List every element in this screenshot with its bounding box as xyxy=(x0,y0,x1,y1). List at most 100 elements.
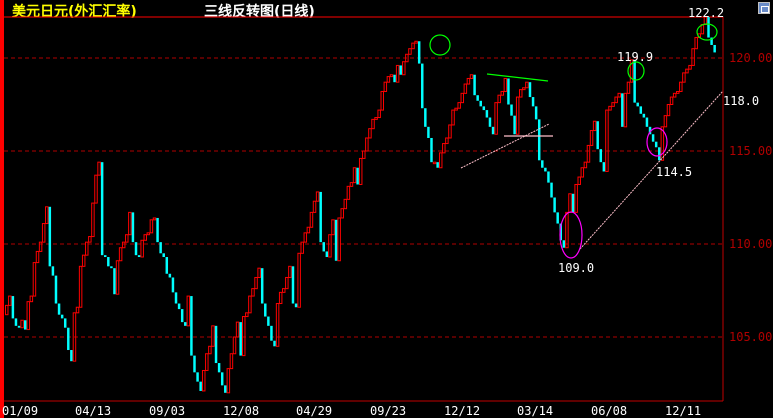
up-brick xyxy=(300,241,304,254)
up-brick xyxy=(589,130,594,146)
down-brick xyxy=(70,350,73,362)
down-brick xyxy=(513,115,516,135)
up-brick xyxy=(503,77,508,92)
down-brick xyxy=(17,325,21,328)
down-brick xyxy=(427,126,430,138)
down-brick xyxy=(531,97,535,107)
down-brick xyxy=(485,110,489,118)
down-brick xyxy=(54,275,58,304)
down-brick xyxy=(159,242,162,254)
up-brick xyxy=(149,219,154,234)
up-brick xyxy=(442,143,446,154)
left-border-bar xyxy=(0,0,4,418)
up-brick xyxy=(81,254,86,267)
restore-window-icon[interactable] xyxy=(758,2,770,14)
up-brick xyxy=(128,211,132,236)
up-brick xyxy=(226,368,231,394)
down-brick xyxy=(319,191,322,243)
down-brick xyxy=(488,117,492,127)
up-brick xyxy=(494,102,498,135)
up-brick xyxy=(577,176,581,185)
down-brick xyxy=(356,167,359,185)
up-brick xyxy=(688,64,692,70)
up-brick xyxy=(340,208,344,219)
up-brick xyxy=(232,336,237,355)
down-brick xyxy=(168,273,172,278)
x-tick-label: 04/29 xyxy=(296,404,332,418)
up-brick xyxy=(411,42,415,50)
down-brick xyxy=(270,325,273,341)
down-brick xyxy=(57,303,61,315)
up-brick xyxy=(386,76,391,83)
up-brick xyxy=(515,96,520,135)
up-brick xyxy=(278,291,283,305)
up-brick xyxy=(358,157,363,185)
up-brick xyxy=(669,96,674,105)
down-brick xyxy=(621,93,624,127)
down-brick xyxy=(417,41,421,64)
down-brick xyxy=(645,117,649,127)
annotation-low-109: 109.0 xyxy=(558,261,594,275)
up-brick xyxy=(35,250,40,264)
up-brick xyxy=(466,77,471,85)
down-brick xyxy=(642,113,646,118)
annotation-low-114: 114.5 xyxy=(656,165,692,179)
up-brick xyxy=(377,109,381,119)
up-brick xyxy=(235,321,240,338)
up-brick xyxy=(26,301,31,331)
up-brick xyxy=(611,102,615,107)
down-brick xyxy=(190,296,193,356)
up-brick xyxy=(675,90,680,94)
up-brick xyxy=(282,288,286,293)
x-tick-label: 12/12 xyxy=(444,404,480,418)
down-brick xyxy=(196,372,199,382)
annotation-trend-118: 118.0 xyxy=(723,94,759,108)
up-brick xyxy=(691,48,695,66)
up-brick xyxy=(525,81,529,89)
y-tick-label: 110.00 xyxy=(729,237,772,251)
up-brick xyxy=(469,74,474,79)
down-brick xyxy=(100,162,104,256)
up-brick xyxy=(211,325,215,347)
up-brick xyxy=(306,226,311,234)
down-brick xyxy=(658,147,661,161)
up-brick xyxy=(368,128,372,139)
up-brick xyxy=(395,64,400,83)
up-brick xyxy=(568,193,572,213)
down-brick xyxy=(654,141,658,148)
up-brick xyxy=(660,126,665,161)
up-brick xyxy=(672,92,677,98)
down-brick xyxy=(180,309,184,323)
down-brick xyxy=(710,37,713,45)
down-brick xyxy=(162,253,165,258)
up-brick xyxy=(349,182,354,187)
up-brick xyxy=(460,92,465,104)
down-brick xyxy=(639,106,643,114)
down-brick xyxy=(131,212,135,243)
down-brick xyxy=(165,257,169,274)
up-brick xyxy=(242,316,246,357)
up-brick xyxy=(337,217,341,262)
down-brick xyxy=(596,121,599,150)
down-brick xyxy=(177,303,181,310)
up-brick xyxy=(445,137,449,145)
y-tick-label: 120.00 xyxy=(729,51,772,65)
down-brick xyxy=(553,197,556,213)
down-brick xyxy=(473,74,476,96)
down-brick xyxy=(399,65,402,75)
up-brick xyxy=(78,265,83,308)
up-brick xyxy=(365,137,369,152)
up-brick xyxy=(451,109,455,126)
down-brick xyxy=(334,219,338,261)
up-brick xyxy=(362,150,366,159)
down-brick xyxy=(528,82,532,98)
up-brick xyxy=(257,267,261,278)
up-brick xyxy=(685,68,689,74)
x-tick-label: 09/03 xyxy=(149,404,185,418)
up-brick xyxy=(41,223,46,243)
down-brick xyxy=(602,162,606,172)
up-brick xyxy=(565,211,569,249)
resistance-line xyxy=(486,73,549,82)
down-brick xyxy=(325,251,329,258)
